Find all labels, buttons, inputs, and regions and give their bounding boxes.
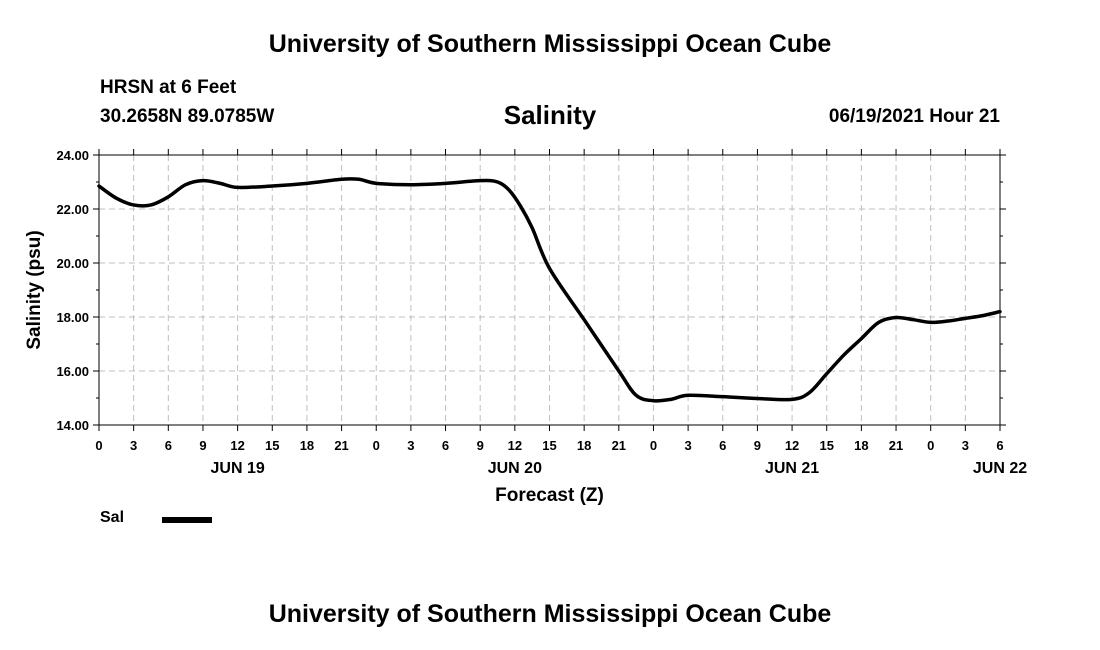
x-tick-label: 15 <box>819 438 833 453</box>
x-tick-label: 6 <box>719 438 726 453</box>
issue-time: 06/19/2021 Hour 21 <box>828 106 1000 127</box>
x-tick-label: 12 <box>785 438 799 453</box>
x-tick-label: 18 <box>854 438 868 453</box>
x-tick-label: 18 <box>577 438 591 453</box>
date-label: JUN 22 <box>973 460 1027 477</box>
x-tick-label: 6 <box>442 438 449 453</box>
date-label: JUN 21 <box>765 460 819 477</box>
y-tick-label: 24.00 <box>56 148 89 163</box>
y-tick-label: 14.00 <box>56 418 89 433</box>
x-tick-label: 21 <box>612 438 626 453</box>
y-tick-label: 20.00 <box>56 256 89 271</box>
x-tick-label: 15 <box>265 438 279 453</box>
y-axis-title: Salinity (psu) <box>24 230 45 349</box>
x-axis-title: Forecast (Z) <box>495 485 604 506</box>
x-tick-label: 9 <box>199 438 206 453</box>
chart-title: Salinity <box>503 100 597 130</box>
x-tick-label: 0 <box>95 438 102 453</box>
tick-labels: 14.00 16.00 18.00 20.00 22.00 24.00 0 3 6 9 12 15 18… <box>56 148 1027 477</box>
legend-swatch <box>162 517 212 523</box>
x-tick-label: 9 <box>477 438 484 453</box>
x-tick-label: 6 <box>165 438 172 453</box>
plot-frame <box>98 154 1001 426</box>
x-tick-label: 3 <box>684 438 691 453</box>
footer-title: University of Southern Mississippi Ocean… <box>268 600 832 628</box>
x-tick-label: 0 <box>927 438 934 453</box>
x-tick-label: 0 <box>650 438 657 453</box>
station-label: HRSN at 6 Feet <box>100 77 237 98</box>
x-tick-label: 18 <box>300 438 314 453</box>
x-tick-label: 0 <box>373 438 380 453</box>
x-tick-label: 3 <box>407 438 414 453</box>
x-tick-label: 9 <box>754 438 761 453</box>
date-label: JUN 20 <box>488 460 542 477</box>
station-coordinates: 30.2658N 89.0785W <box>100 106 275 127</box>
x-tick-label: 6 <box>996 438 1003 453</box>
x-tick-label: 12 <box>230 438 244 453</box>
series-layer <box>97 177 1002 403</box>
axes <box>93 149 1006 431</box>
y-tick-label: 18.00 <box>56 310 89 325</box>
x-tick-label: 3 <box>962 438 969 453</box>
page-title: University of Southern Mississippi Ocean… <box>268 30 832 58</box>
grid <box>99 155 1000 425</box>
y-tick-label: 16.00 <box>56 364 89 379</box>
x-tick-label: 12 <box>508 438 522 453</box>
x-tick-label: 21 <box>889 438 903 453</box>
y-tick-label: 22.00 <box>56 202 89 217</box>
x-tick-label: 3 <box>130 438 137 453</box>
x-tick-label: 21 <box>334 438 348 453</box>
series-line-sal <box>97 177 1002 403</box>
date-label: JUN 19 <box>210 460 264 477</box>
legend-label: Sal <box>100 509 125 526</box>
x-tick-label: 15 <box>542 438 556 453</box>
